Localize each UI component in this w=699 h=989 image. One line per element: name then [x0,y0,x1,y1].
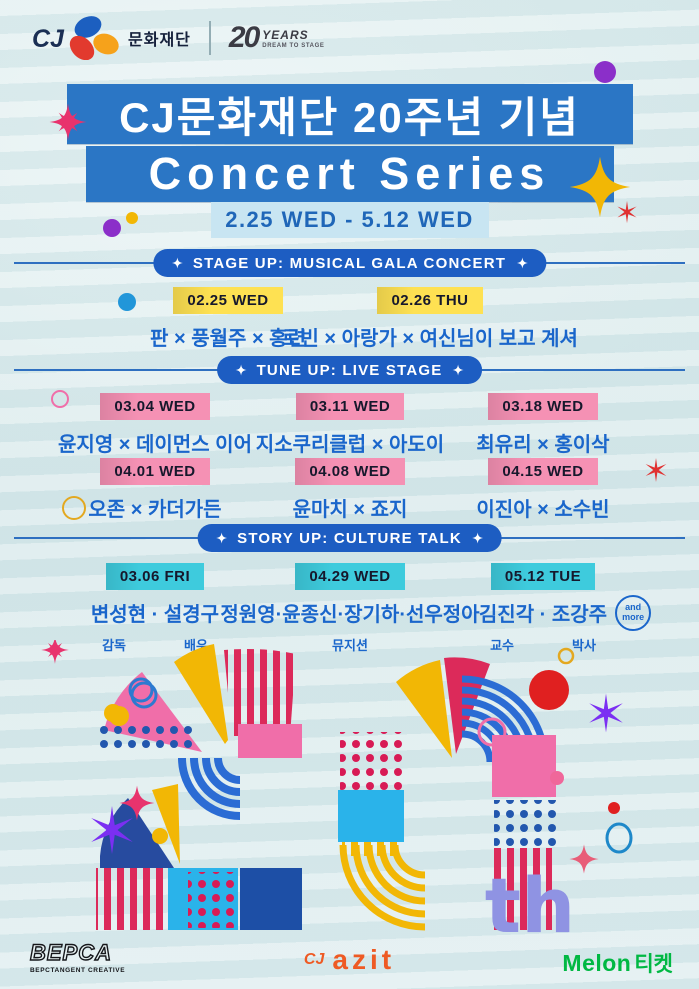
cj-letters: CJ [32,25,65,53]
event-lineup: 최유리 × 홍이삭 [476,434,610,456]
deco-sparkle-crimson [49,103,87,141]
deco-yellow-ring [62,496,86,520]
event: 04.01 WED 오존 × 카더가든 [40,458,270,522]
title-band-2: Concert Series [85,146,614,202]
event-date-badge: 03.18 WED [488,393,598,420]
poster-title-line2: Concert Series [148,148,551,199]
title-band-1: CJ문화재단 20주년 기념 [66,84,633,144]
deco-yellow-dot [109,706,129,726]
event-date-badge: 04.15 WED [488,458,598,485]
guest-role: 뮤지션 [332,638,368,653]
event-date-badge: 03.11 WED [295,393,405,420]
melon-ticket-label: 티켓 [634,953,673,976]
deco-blue-ring [605,822,633,854]
cj-azit-logo: CJ azit [304,946,395,974]
section-title: TUNE UP: LIVE STAGE [256,361,443,379]
deco-blue-dot [118,293,136,311]
section-title: STORY UP: CULTURE TALK [237,529,462,547]
event-date-badge: 05.12 TUE [490,563,596,590]
and-more-badge: and more [615,594,652,631]
event: 03.11 WED 지소쿠리클럽 × 아도이 [235,393,465,457]
bepca-wordmark: BEPCA [29,940,113,965]
section-header-tune-up: TUNE UP: LIVE STAGE [0,356,699,384]
deco-blue-ring [130,681,158,709]
event: 05.12 TUE 김진각 · 조강주 and more 교수 박사 [428,563,658,654]
deco-purple-dot [594,61,616,83]
deco-pink-dot [550,771,564,785]
event: 03.06 FRI 변성현 · 설경구 감독 배우 [40,563,270,654]
event-date-badge: 04.08 WED [295,458,405,485]
event: 03.18 WED 최유리 × 홍이삭 [428,393,658,457]
bepca-logo: BEPCA BEPCTANGENT CREATIVE [29,940,126,974]
deco-pink-ring [51,390,69,408]
event-lineup: 김진각 · 조강주 [478,604,608,626]
sparkle-icon [171,257,183,269]
event: 04.15 WED 이진아 × 소수빈 [428,458,658,522]
cj-flower-icon: CJ [32,16,119,60]
section-pill: STAGE UP: MUSICAL GALA CONCERT [152,249,547,277]
guest-role: 교수 [490,638,514,653]
20-years-logo: 20 YEARS DREAM TO STAGE [229,23,325,53]
event: 04.29 WED 정원영·윤종신·장기하·선우정아 뮤지션 [215,563,485,654]
event-lineup: 이진아 × 소수빈 [476,499,610,521]
years-number: 20 [228,21,260,54]
event-date-badge: 02.26 THU [377,287,483,314]
event-date-badge: 04.01 WED [100,458,210,485]
sparkle-icon [215,532,227,544]
event-lineup: 정원영·윤종신·장기하·선우정아 [220,604,480,626]
deco-purple-dot [103,219,121,237]
section-pill: TUNE UP: LIVE STAGE [216,356,483,384]
event-lineup: 오존 × 카더가든 [88,499,222,521]
digit-2-art [96,644,302,930]
sparkle-icon [235,364,247,376]
melon-ticket-logo: Melon 티켓 [562,948,673,978]
deco-sparkle-red [616,200,638,224]
bepca-subtext: BEPCTANGENT CREATIVE [30,967,126,974]
section-title: STAGE UP: MUSICAL GALA CONCERT [192,254,507,272]
foundation-label: 문화재단 [128,32,191,49]
deco-yellow-ring [557,647,575,665]
event-date-badge: 03.04 WED [100,393,210,420]
guest-role: 박사 [572,638,596,653]
event-lineup: 판 × 풍월주 × 홍련 [150,328,306,350]
sparkle-icon [516,257,528,269]
years-label: YEARS [262,28,309,42]
date-range-band: 2.25 WED - 5.12 WED [210,202,489,238]
digit-0-art [338,657,569,931]
header-logos: CJ 문화재단 20 YEARS DREAM TO STAGE [32,16,324,60]
melon-wordmark: Melon [562,949,632,976]
azit-cj-mark: CJ [303,951,325,968]
event-date-badge: 03.06 FRI [105,563,205,590]
logo-divider [208,21,211,55]
deco-red-dot [608,802,620,814]
section-pill: STORY UP: CULTURE TALK [197,524,502,552]
sparkle-icon [472,532,484,544]
deco-sparkle-crimson [40,640,70,665]
event: 04.08 WED 윤마치 × 죠지 [235,458,465,522]
sparkle-icon [452,364,464,376]
anniversary-20-graphic: th [40,640,633,940]
date-range: 2.25 WED - 5.12 WED [225,207,474,232]
th-suffix: th [485,861,575,940]
years-tagline: DREAM TO STAGE [262,43,325,49]
event-lineup: 로빈 × 아랑가 × 여신님이 보고 계셔 [282,328,578,350]
event: 02.25 WED 판 × 풍월주 × 홍련 [113,287,343,351]
cj-foundation-logo: CJ 문화재단 [32,16,191,60]
event: 02.26 THU 로빈 × 아랑가 × 여신님이 보고 계셔 [280,287,580,351]
event-lineup: 지소쿠리클럽 × 아도이 [255,434,445,456]
deco-sparkle-purple [587,693,625,733]
event-lineup: 윤지영 × 데이먼스 이어 [58,434,252,456]
guest-role: 감독 [102,638,126,653]
deco-yellow-dot [126,212,138,224]
event-lineup: 윤마치 × 죠지 [292,499,408,521]
poster-title-line1: CJ문화재단 20주년 기념 [119,93,580,141]
event-date-badge: 02.25 WED [173,287,283,314]
azit-wordmark: azit [332,944,396,975]
section-header-story-up: STORY UP: CULTURE TALK [0,524,699,552]
event: 03.04 WED 윤지영 × 데이먼스 이어 [40,393,270,457]
section-header-stage-up: STAGE UP: MUSICAL GALA CONCERT [0,249,699,277]
event-lineup: 변성현 · 설경구 [90,604,220,626]
event-date-badge: 04.29 WED [295,563,405,590]
